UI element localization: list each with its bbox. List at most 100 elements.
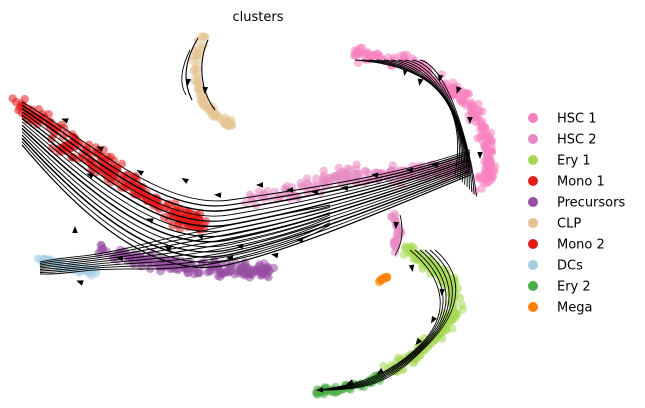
cell-point-ery-1: [447, 315, 456, 325]
streamline-arrow: [431, 162, 439, 169]
streamline: [319, 249, 447, 391]
cell-point-hsc-1: [474, 116, 484, 126]
cell-point-precursors: [226, 261, 236, 270]
cell-point-hsc-1: [447, 84, 456, 94]
cell-point-precursors: [166, 263, 176, 272]
cell-point-hsc-1: [471, 186, 480, 196]
streamline: [21, 107, 471, 212]
cell-point-clp: [200, 99, 209, 109]
streamline: [39, 212, 331, 267]
streamline-arrow: [406, 167, 414, 174]
streamline-arrow: [86, 173, 94, 179]
streamline: [412, 59, 475, 195]
cell-point-dcs: [33, 254, 43, 263]
cell-point-hsc-1: [474, 99, 483, 109]
streamline: [419, 59, 478, 197]
streamline: [21, 127, 471, 243]
cell-point-hsc-2: [390, 215, 400, 224]
streamline-arrow: [311, 189, 318, 195]
streamline-arrow: [202, 86, 209, 94]
cell-point-precursors: [134, 251, 143, 260]
cell-point-hsc-1: [485, 133, 494, 143]
streamline-arrow: [181, 178, 189, 184]
streamline: [185, 37, 199, 101]
cell-point-hsc-2: [345, 165, 355, 174]
cell-point-clp: [197, 91, 206, 100]
streamline: [319, 249, 457, 391]
streamline-arrow: [371, 172, 379, 179]
legend-marker: [528, 281, 538, 291]
cell-point-clp: [196, 82, 205, 92]
cell-point-precursors: [220, 268, 229, 277]
streamline: [398, 59, 470, 190]
streamline: [39, 204, 331, 263]
streamline-arrow: [467, 117, 473, 124]
cell-point-precursors: [257, 269, 266, 279]
cell-point-clp: [193, 65, 203, 74]
cell-point-mono-1: [28, 105, 37, 115]
streamline: [181, 49, 191, 96]
streamline: [21, 111, 471, 217]
cell-point-hsc-1: [355, 49, 364, 58]
streamline: [21, 124, 471, 238]
streamline: [394, 214, 403, 256]
cell-point-hsc-2: [389, 238, 399, 247]
cell-point-hsc-1: [475, 133, 484, 142]
cell-point-ery-1: [449, 280, 458, 289]
streamline-arrow: [196, 234, 204, 240]
streamline-arrow: [408, 264, 415, 272]
cell-point-precursors: [239, 269, 249, 279]
streamline-arrow: [431, 316, 437, 324]
streamline-arrow: [226, 255, 233, 261]
cell-point-mono-2: [69, 153, 78, 162]
cell-point-hsc-2: [342, 175, 352, 184]
cell-point-hsc-1: [476, 174, 485, 184]
streamline: [21, 101, 471, 202]
legend-marker: [528, 239, 538, 249]
cell-point-clp: [227, 120, 237, 129]
cell-point-hsc-1: [399, 54, 408, 64]
legend-marker: [528, 302, 538, 312]
streamline: [21, 137, 471, 258]
cell-point-hsc-2: [312, 174, 321, 183]
cell-point-hsc-1: [372, 49, 381, 59]
streamline: [201, 39, 216, 111]
streamline-arrow: [376, 368, 384, 374]
cell-point-clp: [196, 43, 206, 52]
cell-point-precursors: [254, 262, 264, 271]
streamline-arrow: [116, 255, 124, 262]
cell-point-ery-1: [431, 335, 440, 344]
streamline-arrow: [164, 246, 172, 252]
cell-point-mono-1: [195, 225, 204, 234]
cell-point-hsc-1: [487, 142, 496, 151]
legend-marker: [528, 155, 538, 165]
streamline-arrow: [236, 243, 244, 250]
streamline-arrow: [271, 252, 279, 259]
velocity-streamlines: [21, 37, 483, 393]
streamline-arrow: [477, 152, 483, 159]
cell-point-hsc-2: [353, 170, 362, 179]
cell-point-mono-1: [8, 94, 17, 103]
cell-point-hsc-1: [479, 141, 489, 150]
streamline-arrow: [136, 170, 144, 176]
streamline: [319, 249, 453, 391]
cell-point-mono-1: [33, 120, 42, 129]
cell-point-mono-1: [20, 95, 29, 104]
streamline: [39, 207, 331, 264]
cell-point-hsc-1: [484, 170, 494, 179]
streamline: [21, 134, 471, 253]
cell-point-hsc-2: [362, 167, 371, 176]
cell-point-hsc-1: [481, 123, 490, 132]
cell-point-precursors: [102, 247, 112, 256]
cell-point-mono-1: [39, 117, 49, 126]
cell-point-clp: [216, 115, 225, 124]
cell-point-ery-1: [448, 324, 457, 333]
legend-marker: [528, 197, 538, 207]
cell-point-precursors: [264, 267, 273, 276]
cell-point-hsc-1: [464, 89, 474, 99]
streamline-arrow: [61, 118, 69, 124]
streamline-arrow: [214, 192, 222, 199]
streamline-arrow: [316, 386, 324, 393]
legend-label: Ery 1: [557, 154, 591, 169]
